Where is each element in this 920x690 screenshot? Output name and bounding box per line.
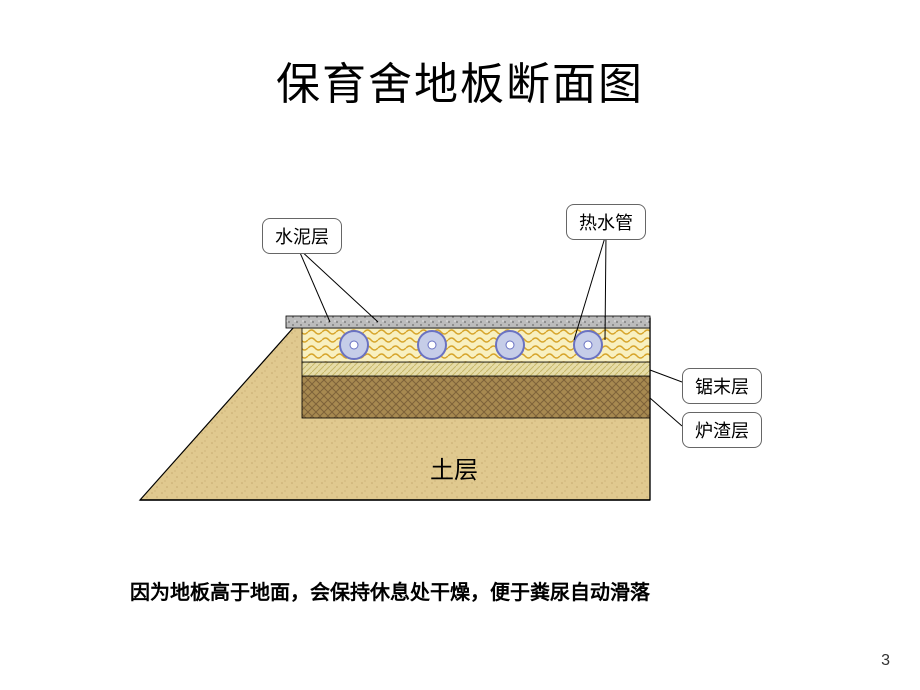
slide-root: 保育舍地板断面图 水泥层 热水管 锯末层 炉渣层 土层 因为地板高于地面，会保持… <box>0 0 920 690</box>
caption-text: 因为地板高于地面，会保持休息处干燥，便于粪尿自动滑落 <box>130 576 800 605</box>
page-number: 3 <box>881 652 890 670</box>
label-sawdust: 锯末层 <box>682 368 762 404</box>
label-cement: 水泥层 <box>262 218 342 254</box>
label-cinder: 炉渣层 <box>682 412 762 448</box>
label-soil: 土层 <box>430 450 478 485</box>
label-hotwater: 热水管 <box>566 204 646 240</box>
